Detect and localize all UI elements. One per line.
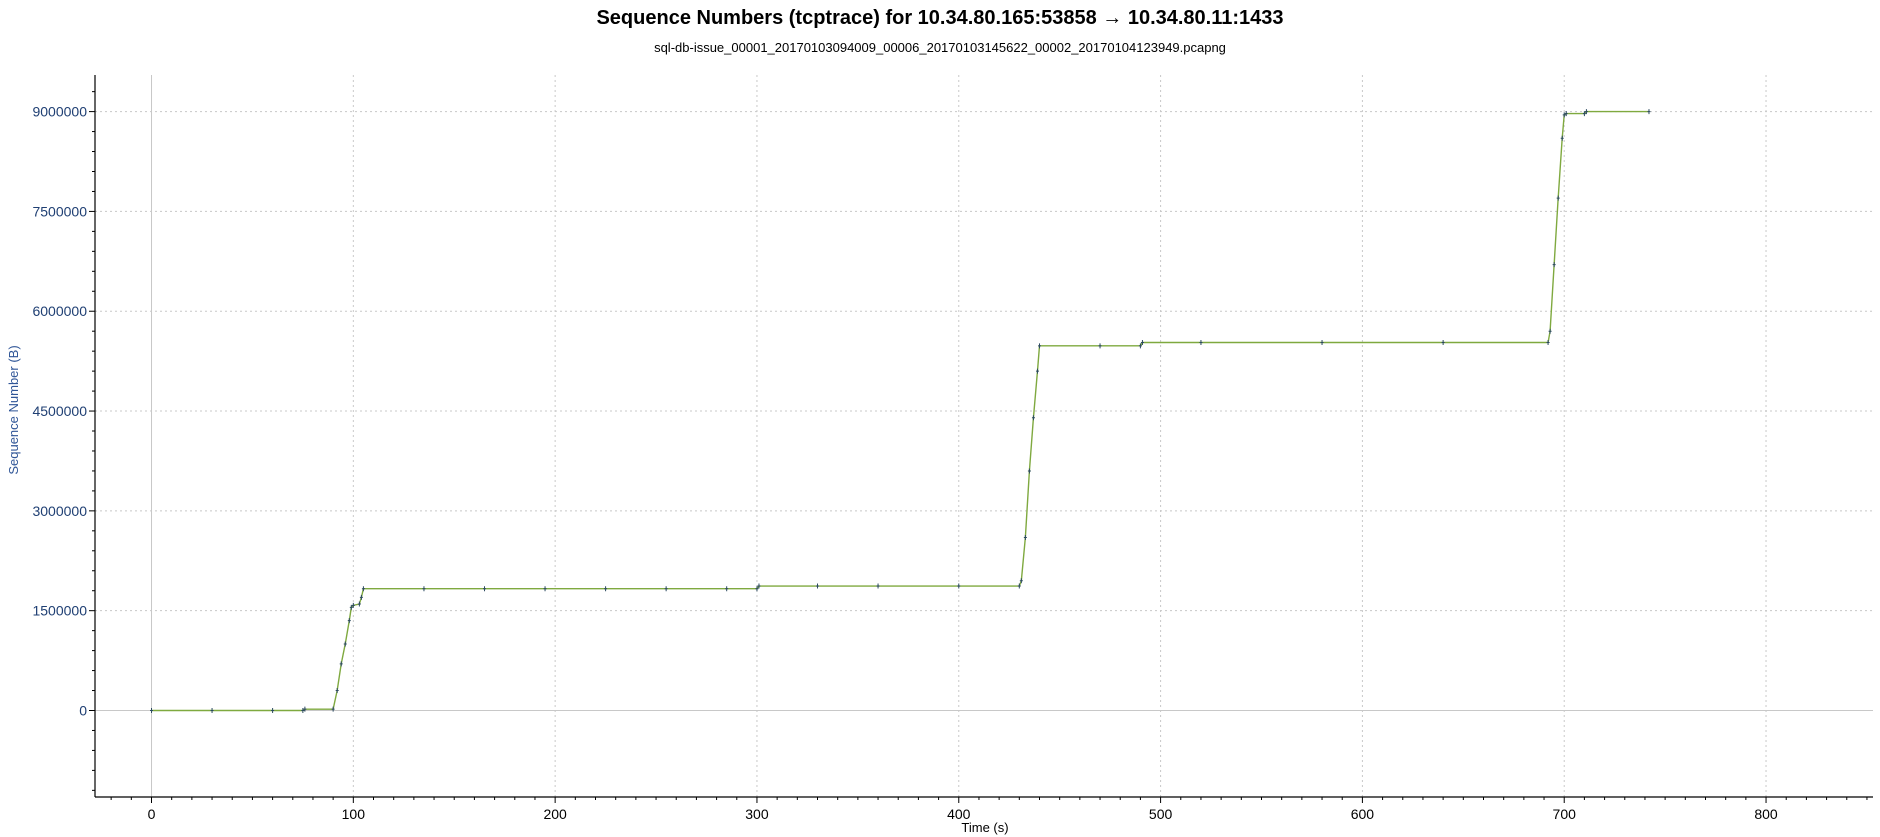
y-tick-label: 4500000 — [32, 403, 87, 419]
data-point — [1098, 343, 1102, 349]
data-point — [1038, 343, 1041, 349]
data-point — [1564, 111, 1568, 117]
data-point — [1138, 343, 1142, 349]
data-point — [347, 618, 351, 624]
y-tick-label: 3000000 — [32, 503, 87, 519]
data-point — [361, 586, 365, 592]
axes-layer — [89, 75, 1873, 803]
data-point — [876, 583, 880, 589]
data-point — [1019, 578, 1023, 584]
x-tick-label: 0 — [148, 806, 156, 822]
data-point — [271, 707, 275, 713]
data-point — [1320, 340, 1324, 346]
y-tick-label: 9000000 — [32, 104, 87, 120]
data-point — [1560, 135, 1564, 141]
data-point — [664, 586, 668, 592]
x-tick-label: 200 — [543, 806, 567, 822]
data-point — [150, 707, 154, 713]
data-point — [1017, 583, 1021, 589]
data-point — [1027, 468, 1031, 474]
data-point — [1035, 368, 1039, 374]
data-point — [1556, 195, 1560, 201]
series-layer — [150, 109, 1651, 713]
data-point — [335, 688, 339, 694]
data-point — [1441, 340, 1445, 346]
data-point — [957, 583, 961, 589]
data-point — [303, 706, 307, 712]
x-tick-label: 300 — [745, 806, 769, 822]
y-tick-label: 6000000 — [32, 303, 87, 319]
x-tick-label: 500 — [1149, 806, 1173, 822]
grid-layer — [95, 75, 1873, 797]
data-point — [816, 583, 819, 589]
data-point — [210, 707, 214, 713]
x-axis-label: Time (s) — [961, 820, 1008, 835]
data-point — [359, 594, 363, 600]
data-point — [1140, 340, 1144, 346]
data-point — [357, 601, 361, 607]
data-point — [1582, 111, 1586, 117]
data-point — [543, 586, 547, 592]
data-point — [1647, 109, 1651, 115]
x-tick-label: 400 — [947, 806, 971, 822]
x-tick-label: 700 — [1553, 806, 1577, 822]
data-point — [349, 604, 353, 610]
data-point — [351, 602, 355, 608]
data-point — [1552, 262, 1556, 268]
data-point — [422, 586, 426, 592]
data-point — [1023, 534, 1027, 540]
data-point — [604, 586, 608, 592]
data-point — [301, 707, 305, 713]
data-point — [1584, 109, 1588, 115]
data-point — [1199, 340, 1203, 346]
data-point — [483, 586, 487, 592]
x-tick-label: 600 — [1351, 806, 1375, 822]
data-point — [1546, 340, 1550, 346]
x-tick-label: 100 — [342, 806, 366, 822]
data-point — [1031, 415, 1035, 421]
data-point — [755, 586, 759, 592]
data-point — [1562, 112, 1566, 118]
y-tick-label: 7500000 — [32, 203, 87, 219]
data-point — [339, 661, 343, 667]
y-tick-label: 1500000 — [32, 603, 87, 619]
y-axis-label: Sequence Number (B) — [6, 345, 21, 474]
tick-label-layer: 0 100 200 300 400 500 600 700 800 0 1500000 3000000… — [32, 104, 1777, 822]
x-tick-label: 800 — [1754, 806, 1778, 822]
data-point — [725, 586, 729, 592]
y-tick-label: 0 — [79, 702, 87, 718]
data-point — [757, 583, 761, 589]
data-point — [1548, 328, 1552, 334]
data-point — [343, 641, 347, 647]
data-point — [331, 706, 335, 712]
chart-title: Sequence Numbers (tcptrace) for 10.34.80… — [596, 7, 1283, 29]
chart-subtitle: sql-db-issue_00001_20170103094009_00006_… — [654, 40, 1226, 55]
